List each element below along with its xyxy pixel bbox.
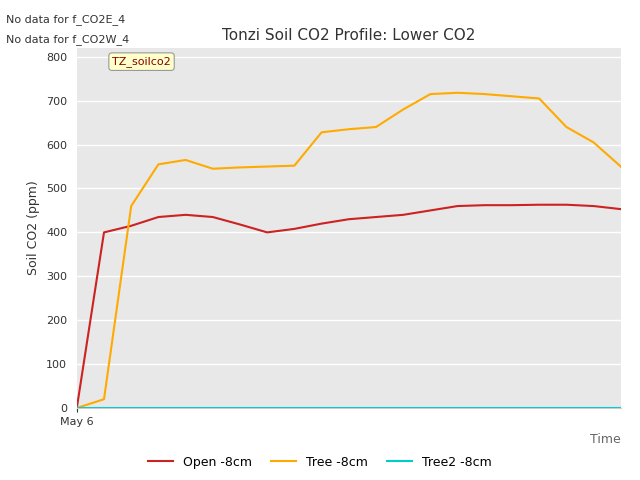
Text: TZ_soilco2: TZ_soilco2 (112, 56, 171, 67)
Legend: Open -8cm, Tree -8cm, Tree2 -8cm: Open -8cm, Tree -8cm, Tree2 -8cm (143, 451, 497, 474)
Text: No data for f_CO2E_4: No data for f_CO2E_4 (6, 14, 125, 25)
Text: No data for f_CO2W_4: No data for f_CO2W_4 (6, 34, 130, 45)
Text: Time: Time (590, 433, 621, 446)
Y-axis label: Soil CO2 (ppm): Soil CO2 (ppm) (28, 180, 40, 276)
Title: Tonzi Soil CO2 Profile: Lower CO2: Tonzi Soil CO2 Profile: Lower CO2 (222, 28, 476, 43)
